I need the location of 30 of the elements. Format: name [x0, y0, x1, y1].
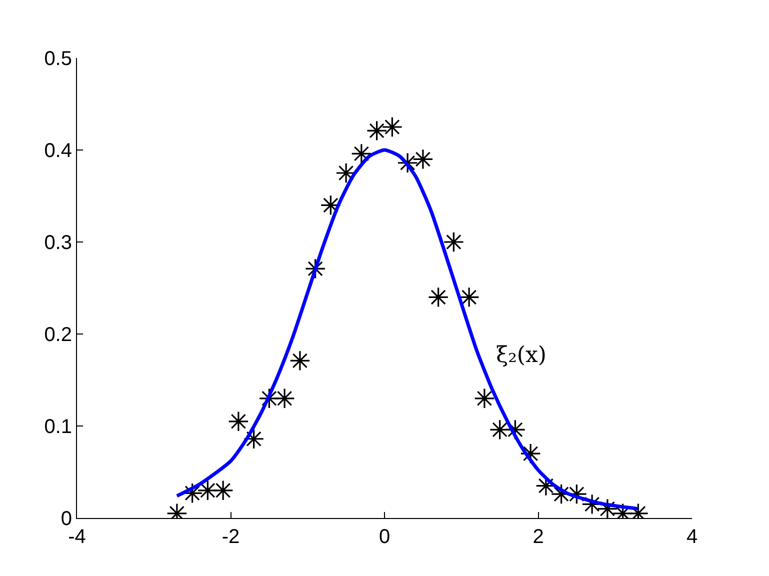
x-tick-label: 4 [686, 526, 698, 548]
y-tick-label: 0.5 [44, 48, 72, 70]
annotation: ξ₂(x) [496, 343, 547, 368]
point [274, 388, 295, 409]
point [428, 286, 449, 308]
point [597, 498, 618, 518]
point [504, 419, 526, 440]
point [520, 443, 541, 464]
y-tick-label: 0.2 [44, 324, 72, 346]
point [304, 258, 326, 280]
point [228, 411, 249, 432]
y-tick-label: 0.4 [44, 140, 72, 162]
x-tick-label: 0 [378, 526, 390, 548]
point [243, 428, 264, 450]
x-tick-label: -2 [222, 526, 240, 548]
point [474, 388, 495, 409]
point [351, 143, 372, 164]
point [443, 232, 464, 252]
point [320, 194, 342, 216]
point [290, 350, 310, 372]
line-series [175, 148, 640, 511]
point [366, 120, 388, 142]
point [212, 480, 234, 501]
point [412, 148, 434, 170]
y-tick-label: 0.1 [44, 416, 72, 438]
y-tick-label: 0.3 [44, 232, 72, 254]
x-tick-label: 2 [532, 526, 544, 548]
point [397, 152, 418, 174]
point [382, 116, 403, 138]
point [458, 286, 480, 308]
